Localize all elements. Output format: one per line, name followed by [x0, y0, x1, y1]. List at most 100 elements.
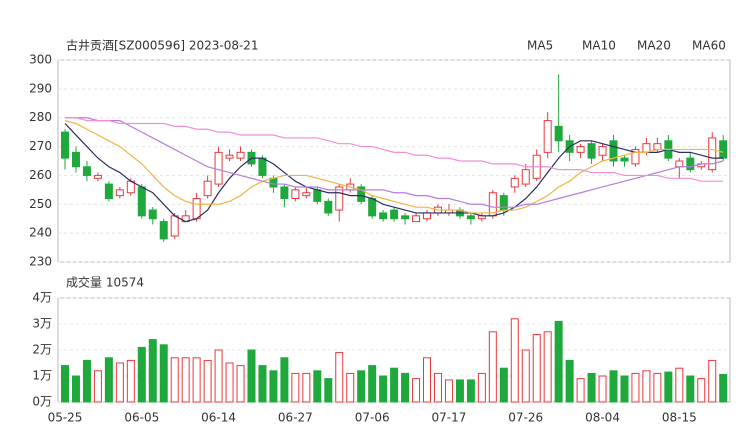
volume-bar [192, 357, 201, 403]
candle-body [137, 186, 146, 217]
candle-body [620, 157, 629, 162]
candle-body [280, 186, 289, 200]
plot-frame [57, 59, 731, 263]
x-tick-label: 05-25 [48, 411, 83, 425]
y-tick-label: 250 [29, 197, 52, 211]
candle-body [719, 140, 728, 159]
legend-label: MA20 [637, 39, 671, 53]
volume-bar [148, 339, 157, 403]
volume-bar [708, 359, 717, 403]
y-tick-label: 240 [29, 226, 52, 240]
y-tick-label: 3万 [32, 317, 52, 331]
candle-body [521, 169, 530, 185]
candle-body [412, 215, 421, 223]
x-tick-label: 08-15 [662, 411, 697, 425]
candle-body [159, 221, 168, 240]
volume-bar [510, 318, 519, 403]
volume-bar [444, 379, 453, 403]
y-tick-label: 270 [29, 139, 52, 153]
volume-bar [664, 371, 673, 403]
volume-bar [697, 378, 706, 403]
volume-bar [225, 362, 234, 403]
candle-body [466, 215, 475, 220]
candle-body [71, 151, 80, 168]
volume-bar [466, 379, 475, 403]
volume-bar [532, 333, 541, 403]
ma-line [65, 117, 724, 182]
legend-label: MA60 [692, 39, 726, 53]
y-tick-label: 230 [29, 255, 52, 269]
legend-label: MA10 [582, 39, 616, 53]
candle-body [587, 143, 596, 159]
candle-body [115, 189, 124, 197]
candle-body [236, 151, 245, 159]
y-tick-label: 300 [29, 53, 52, 67]
volume-bar [675, 367, 684, 403]
y-tick-label: 290 [29, 81, 52, 95]
x-tick-label: 08-04 [585, 411, 620, 425]
y-tick-label: 280 [29, 110, 52, 124]
y-tick-label: 260 [29, 168, 52, 182]
volume-bar [71, 375, 80, 403]
volume-bar [203, 359, 212, 403]
volume-bar [521, 349, 530, 403]
candle-body [554, 125, 563, 142]
volume-bar [401, 372, 410, 403]
volume-bar [477, 372, 486, 403]
candle-body [390, 209, 399, 220]
candle-body [302, 192, 311, 197]
candle-body [401, 215, 410, 220]
volume-bar [455, 379, 464, 403]
volume-bar [181, 357, 190, 403]
candle-body [335, 186, 344, 211]
volume-bar [390, 367, 399, 403]
candle-body [379, 212, 388, 220]
volume-bar [653, 372, 662, 403]
ma-line [64, 120, 724, 214]
volume-bar [642, 370, 651, 403]
volume-bar [433, 372, 442, 403]
candle-body [609, 140, 618, 162]
x-tick-label: 06-27 [278, 411, 313, 425]
candle-body [598, 146, 607, 156]
candle-body [675, 160, 684, 168]
volume-bar [412, 378, 421, 403]
x-tick-label: 07-17 [432, 411, 467, 425]
candle-body [214, 151, 223, 185]
x-tick-label: 06-14 [201, 411, 236, 425]
volume-bar [346, 372, 355, 403]
volume-bar [379, 375, 388, 403]
candle-body [148, 209, 157, 220]
candle-body [192, 198, 201, 220]
volume-bar [324, 378, 333, 403]
candle-body [225, 154, 234, 159]
ma-line [65, 117, 724, 208]
candle-body [258, 157, 267, 176]
volume-bar [357, 370, 366, 403]
x-tick-label: 06-05 [124, 411, 159, 425]
candle-body [357, 186, 366, 202]
volume-bar [82, 359, 91, 403]
candle-body [61, 131, 69, 159]
candle-body [499, 195, 508, 211]
candle-body [269, 177, 278, 188]
candle-body [631, 148, 640, 165]
volume-bar [368, 365, 377, 403]
volume-bar [247, 349, 256, 403]
volume-bar [565, 359, 574, 403]
volume-bar [488, 331, 497, 403]
volume-bar [313, 370, 322, 403]
volume-bar [335, 352, 344, 403]
volume-bar [258, 365, 267, 403]
volume-bar [291, 372, 300, 403]
volume-bar [280, 357, 289, 403]
candle-body [686, 157, 695, 171]
y-tick-label: 1万 [32, 369, 52, 383]
volume-bar [423, 357, 432, 403]
y-tick-label: 4万 [32, 291, 52, 305]
volume-bar [631, 372, 640, 403]
volume-bar [104, 357, 113, 403]
candle-body [576, 146, 585, 153]
volume-bar [137, 346, 146, 403]
